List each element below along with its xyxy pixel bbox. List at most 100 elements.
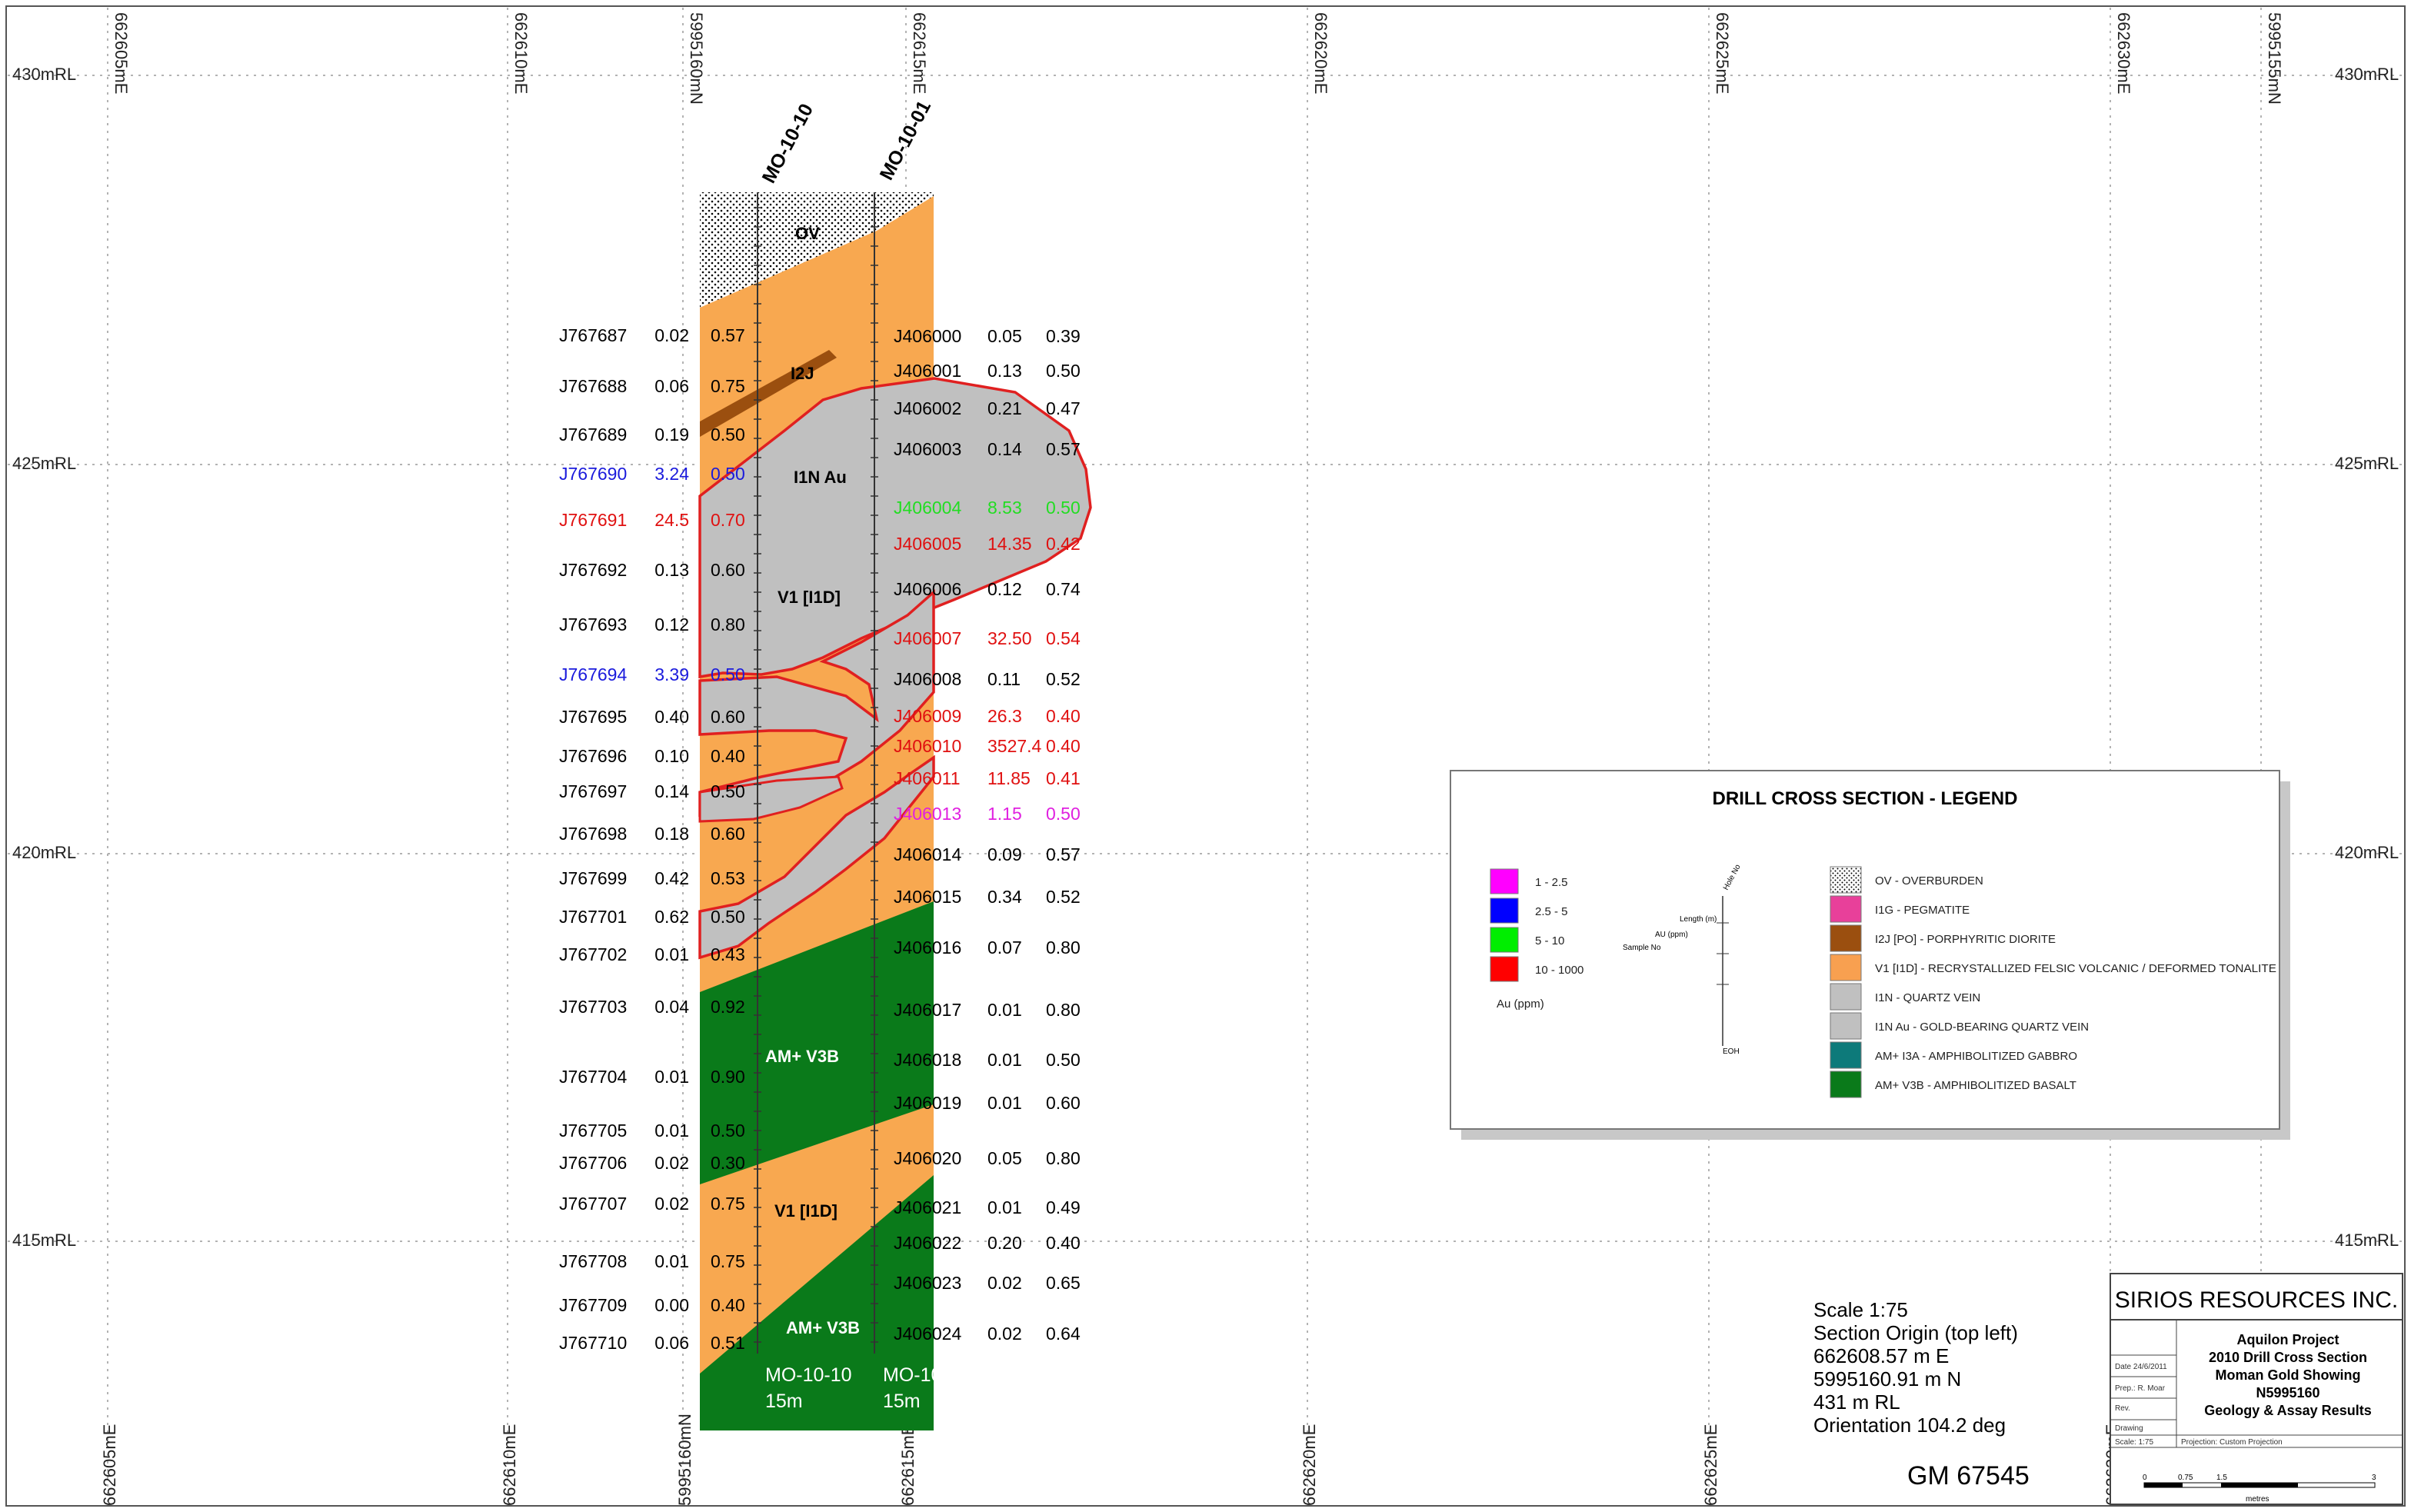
- sample-id: J767692: [559, 560, 627, 580]
- sample-length: 0.47: [1046, 398, 1081, 418]
- sample-au: 0.06: [654, 1333, 689, 1353]
- sample-length: 0.40: [711, 1295, 745, 1315]
- unit-label-v1-upper: V1 [I1D]: [778, 588, 841, 607]
- sample-id: J767708: [559, 1251, 627, 1271]
- sample-au: 0.62: [654, 907, 689, 927]
- sample-id: J767689: [559, 425, 627, 445]
- eoh-name-left: MO-10-10: [765, 1364, 852, 1386]
- sample-length: 0.50: [711, 781, 745, 801]
- au-swatch: [1490, 956, 1519, 982]
- sample-length: 0.74: [1046, 579, 1081, 599]
- lith-label: AM+ I3A - AMPHIBOLITIZED GABBRO: [1875, 1050, 2077, 1063]
- lith-swatch-v3b: [1830, 1071, 1862, 1098]
- lith-label: V1 [I1D] - RECRYSTALLIZED FELSIC VOLCANI…: [1875, 962, 2276, 975]
- sample-au: 0.01: [987, 1197, 1022, 1217]
- rl-label-left: 425mRL: [12, 454, 76, 473]
- au-range-label: 5 - 10: [1535, 934, 1564, 947]
- sample-id: J406015: [894, 887, 961, 907]
- easting-label-top: 662625mE: [1713, 12, 1732, 94]
- easting-label-bottom: 662610mE: [500, 1424, 519, 1506]
- gm-number: GM 67545: [1907, 1461, 2030, 1490]
- sample-id: J406011: [894, 768, 961, 788]
- sample-length: 0.50: [711, 464, 745, 484]
- easting-label-top: 662620mE: [1311, 12, 1330, 94]
- sample-au: 0.42: [654, 868, 689, 888]
- sample-id: J767697: [559, 781, 627, 801]
- rl-label-left: 420mRL: [12, 843, 76, 862]
- lith-swatch-i1n: [1830, 983, 1862, 1011]
- sample-au: 0.21: [987, 398, 1022, 418]
- unit-label-ov: OV: [795, 224, 820, 243]
- end-of-hole-labels: MO-10-10 15m MO-10-01 15m: [765, 1364, 970, 1412]
- sample-length: 0.52: [1046, 669, 1081, 689]
- sample-length: 0.41: [1046, 768, 1081, 788]
- lith-label: I1N - QUARTZ VEIN: [1875, 991, 1980, 1004]
- section-northing: 5995160.91 m N: [1813, 1367, 1961, 1390]
- sample-au: 26.3: [987, 706, 1022, 726]
- eoh-name-right: MO-10-01: [883, 1364, 970, 1386]
- scale-tick: 0: [2143, 1474, 2147, 1482]
- mini-sample: Sample No: [1623, 944, 1661, 952]
- sample-length: 0.75: [711, 376, 745, 396]
- easting-label-bottom: 662620mE: [1300, 1424, 1319, 1506]
- right-hole-samples: J406000 0.05 0.39 J406001 0.13 0.50 J406002 0.2…: [894, 326, 1081, 1344]
- sample-id: J406013: [894, 804, 961, 824]
- unit-labels: OV I2J I1N Au V1 [I1D] AM+ V3B V1 [I1D] …: [765, 224, 860, 1337]
- section-easting: 662608.57 m E: [1813, 1344, 1949, 1367]
- sample-length: 0.50: [1046, 804, 1081, 824]
- sample-length: 0.57: [1046, 844, 1081, 864]
- easting-label-top: 662630mE: [2114, 12, 2133, 94]
- grid-labels-top: 662605mE 662610mE 5995160mN 662615mE 662…: [112, 12, 2284, 105]
- sample-id: J767710: [559, 1333, 627, 1353]
- lith-swatch-i2j: [1830, 924, 1862, 952]
- sample-length: 0.75: [711, 1194, 745, 1214]
- sample-id: J767694: [559, 664, 627, 684]
- easting-label-top: 662615mE: [910, 12, 929, 94]
- lith-label: OV - OVERBURDEN: [1875, 874, 1983, 888]
- sample-id: J767693: [559, 614, 627, 634]
- sample-length: 0.80: [1046, 1000, 1081, 1020]
- lith-swatch-v1: [1830, 954, 1862, 981]
- sample-length: 0.53: [711, 868, 745, 888]
- sample-id: J406000: [894, 326, 961, 346]
- sample-au: 0.07: [987, 938, 1022, 957]
- sample-length: 0.70: [711, 510, 745, 530]
- tb-scale: Scale: 1:75: [2115, 1438, 2153, 1447]
- section-info: Scale 1:75 Section Origin (top left) 662…: [1813, 1298, 2030, 1490]
- au-title: Au (ppm): [1497, 997, 1544, 1011]
- sample-au: 0.01: [654, 944, 689, 964]
- sample-au: 0.13: [654, 560, 689, 580]
- sample-au: 0.12: [654, 614, 689, 634]
- northing-label-bottom: 5995160mN: [675, 1414, 694, 1506]
- eoh-depth-left: 15m: [765, 1390, 803, 1412]
- sample-length: 0.60: [711, 707, 745, 727]
- sample-length: 0.52: [1046, 887, 1081, 907]
- sample-id: J406014: [894, 844, 961, 864]
- sample-length: 0.57: [711, 325, 745, 345]
- sample-au: 0.02: [654, 1194, 689, 1214]
- sheet-border: [5, 5, 2406, 1507]
- sample-id: J767698: [559, 824, 627, 844]
- section-origin-title: Section Origin (top left): [1813, 1321, 2018, 1344]
- sample-length: 0.60: [711, 824, 745, 844]
- northing-label-top: 5995160mN: [687, 12, 706, 105]
- sample-length: 0.50: [1046, 1050, 1081, 1070]
- sample-au: 1.15: [987, 804, 1022, 824]
- easting-label-bottom: 662615mE: [898, 1424, 917, 1506]
- lith-swatch-i3a: [1830, 1041, 1862, 1069]
- tb-prep: Prep.: R. Moar: [2115, 1384, 2166, 1393]
- lith-swatch-ov: [1830, 866, 1862, 894]
- sample-au: 0.40: [654, 707, 689, 727]
- sample-id: J406004: [894, 498, 961, 518]
- tb-rev: Rev.: [2115, 1404, 2130, 1413]
- sample-id: J767709: [559, 1295, 627, 1315]
- rl-label-left: 430mRL: [12, 65, 76, 84]
- sample-id: J406008: [894, 669, 961, 689]
- sample-au: 24.5: [654, 510, 689, 530]
- sample-au: 0.01: [987, 1050, 1022, 1070]
- title-block-frame: [2110, 1273, 2403, 1505]
- sample-id: J406001: [894, 361, 961, 381]
- unit-i1n-branch-2: [698, 775, 844, 823]
- sample-id: J406005: [894, 534, 961, 554]
- sample-id: J767690: [559, 464, 627, 484]
